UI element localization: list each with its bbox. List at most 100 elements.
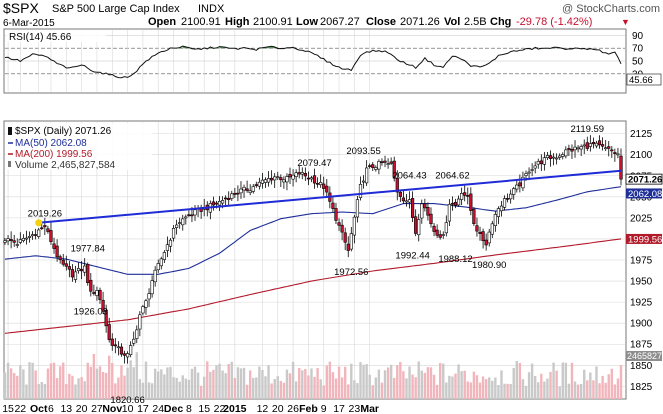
volume-bar <box>184 378 188 399</box>
volume-bar <box>144 361 148 399</box>
volume-bar <box>34 370 37 399</box>
candle-body <box>46 228 50 232</box>
volume-bar <box>209 371 212 399</box>
volume-bar <box>261 369 264 399</box>
volume-bar <box>527 372 531 399</box>
volume-bar <box>270 383 273 399</box>
volume-bar <box>12 373 16 399</box>
volume-label: Vol <box>444 16 460 28</box>
volume-bar <box>322 385 325 399</box>
candle-body <box>619 155 623 180</box>
candle-body <box>613 152 617 154</box>
x-tick-label: Mar <box>360 403 379 414</box>
volume-bar <box>543 381 546 399</box>
candle-body <box>312 175 317 184</box>
candle-body <box>579 146 583 150</box>
volume-bar <box>478 382 482 399</box>
candle-body <box>257 181 261 187</box>
candle-body <box>435 229 439 236</box>
volume-bar <box>141 382 145 399</box>
volume-bar <box>586 380 589 399</box>
volume-bar <box>279 380 283 399</box>
candle-body <box>506 198 510 200</box>
candle-body <box>309 177 314 180</box>
volume-bar <box>337 366 341 399</box>
volume-bar <box>227 363 230 399</box>
ma50-tag <box>626 188 662 199</box>
candle-body <box>509 193 513 200</box>
volume-bar <box>248 370 252 399</box>
candle-body <box>533 165 537 169</box>
volume-bar <box>46 368 50 399</box>
volume-bar <box>368 374 371 399</box>
volume-bar <box>291 361 295 399</box>
close-price-tag-text: 2071.26 <box>628 175 662 186</box>
volume-bar <box>157 371 160 399</box>
change-value: -29.78 (-1.42%) <box>516 16 592 28</box>
candle-body <box>251 186 255 192</box>
price-tick-label: 1900 <box>630 319 653 330</box>
candle-body <box>122 353 127 356</box>
candle-body <box>395 177 399 193</box>
rsi-tick-label: 90 <box>632 31 644 42</box>
x-tick-label: 6 <box>48 403 54 414</box>
volume-bar <box>304 368 307 399</box>
candle-body <box>147 293 151 300</box>
volume-bar <box>613 384 617 399</box>
volume-bar <box>230 361 233 399</box>
volume-bar <box>135 352 138 399</box>
volume-bar <box>524 385 528 399</box>
volume-bar <box>166 367 169 399</box>
volume-bar <box>579 383 583 399</box>
volume-bar <box>181 375 184 399</box>
volume-bar <box>288 373 292 399</box>
volume-bar <box>273 378 276 399</box>
symbol-title: $SPX <box>3 0 39 16</box>
volume-bar <box>114 383 117 399</box>
candle-body <box>285 176 289 183</box>
candle-body <box>217 200 222 206</box>
candle-body <box>401 197 406 202</box>
volume-legend: Volume 2,465,827,584 <box>15 160 116 171</box>
price-tick-label: 2125 <box>630 129 653 140</box>
candle-body <box>417 219 421 236</box>
volume-bar <box>92 353 96 399</box>
volume-bar <box>466 381 469 399</box>
candle-body <box>352 216 356 236</box>
volume-bar <box>95 368 99 399</box>
volume-bar <box>267 365 270 399</box>
volume-bar <box>396 365 399 399</box>
volume-bar <box>362 364 365 399</box>
volume-bar <box>242 367 246 399</box>
candle-body <box>380 161 384 164</box>
volume-bar <box>19 365 22 399</box>
candle-body <box>365 167 369 184</box>
candle-body <box>325 185 329 193</box>
volume-bar <box>215 365 218 399</box>
main-series-legend: $SPX (Daily) 2071.26 <box>15 126 112 137</box>
price-tick-label: 1875 <box>630 340 653 351</box>
volume-bar <box>101 371 105 399</box>
candle-body <box>561 154 565 157</box>
candle-body <box>110 338 114 346</box>
candle-body <box>162 252 166 260</box>
volume-bar <box>488 377 491 399</box>
candle-body <box>322 183 326 189</box>
low-label: Low <box>296 16 318 28</box>
volume-bar <box>389 364 393 399</box>
x-tick-label: 22 <box>14 403 26 414</box>
volume-bar <box>383 370 387 399</box>
candle-body <box>141 306 145 314</box>
candle-body <box>132 338 136 344</box>
volume-bar <box>583 369 586 399</box>
volume-bar <box>68 373 71 399</box>
volume-bar <box>252 377 255 399</box>
volume-bar <box>530 363 534 399</box>
volume-bar <box>509 383 512 399</box>
candle-body <box>499 205 504 212</box>
volume-bar <box>89 366 93 399</box>
candle-body <box>150 280 154 295</box>
candle-body <box>129 345 133 355</box>
candle-body <box>444 222 448 234</box>
candle-body <box>273 176 277 181</box>
